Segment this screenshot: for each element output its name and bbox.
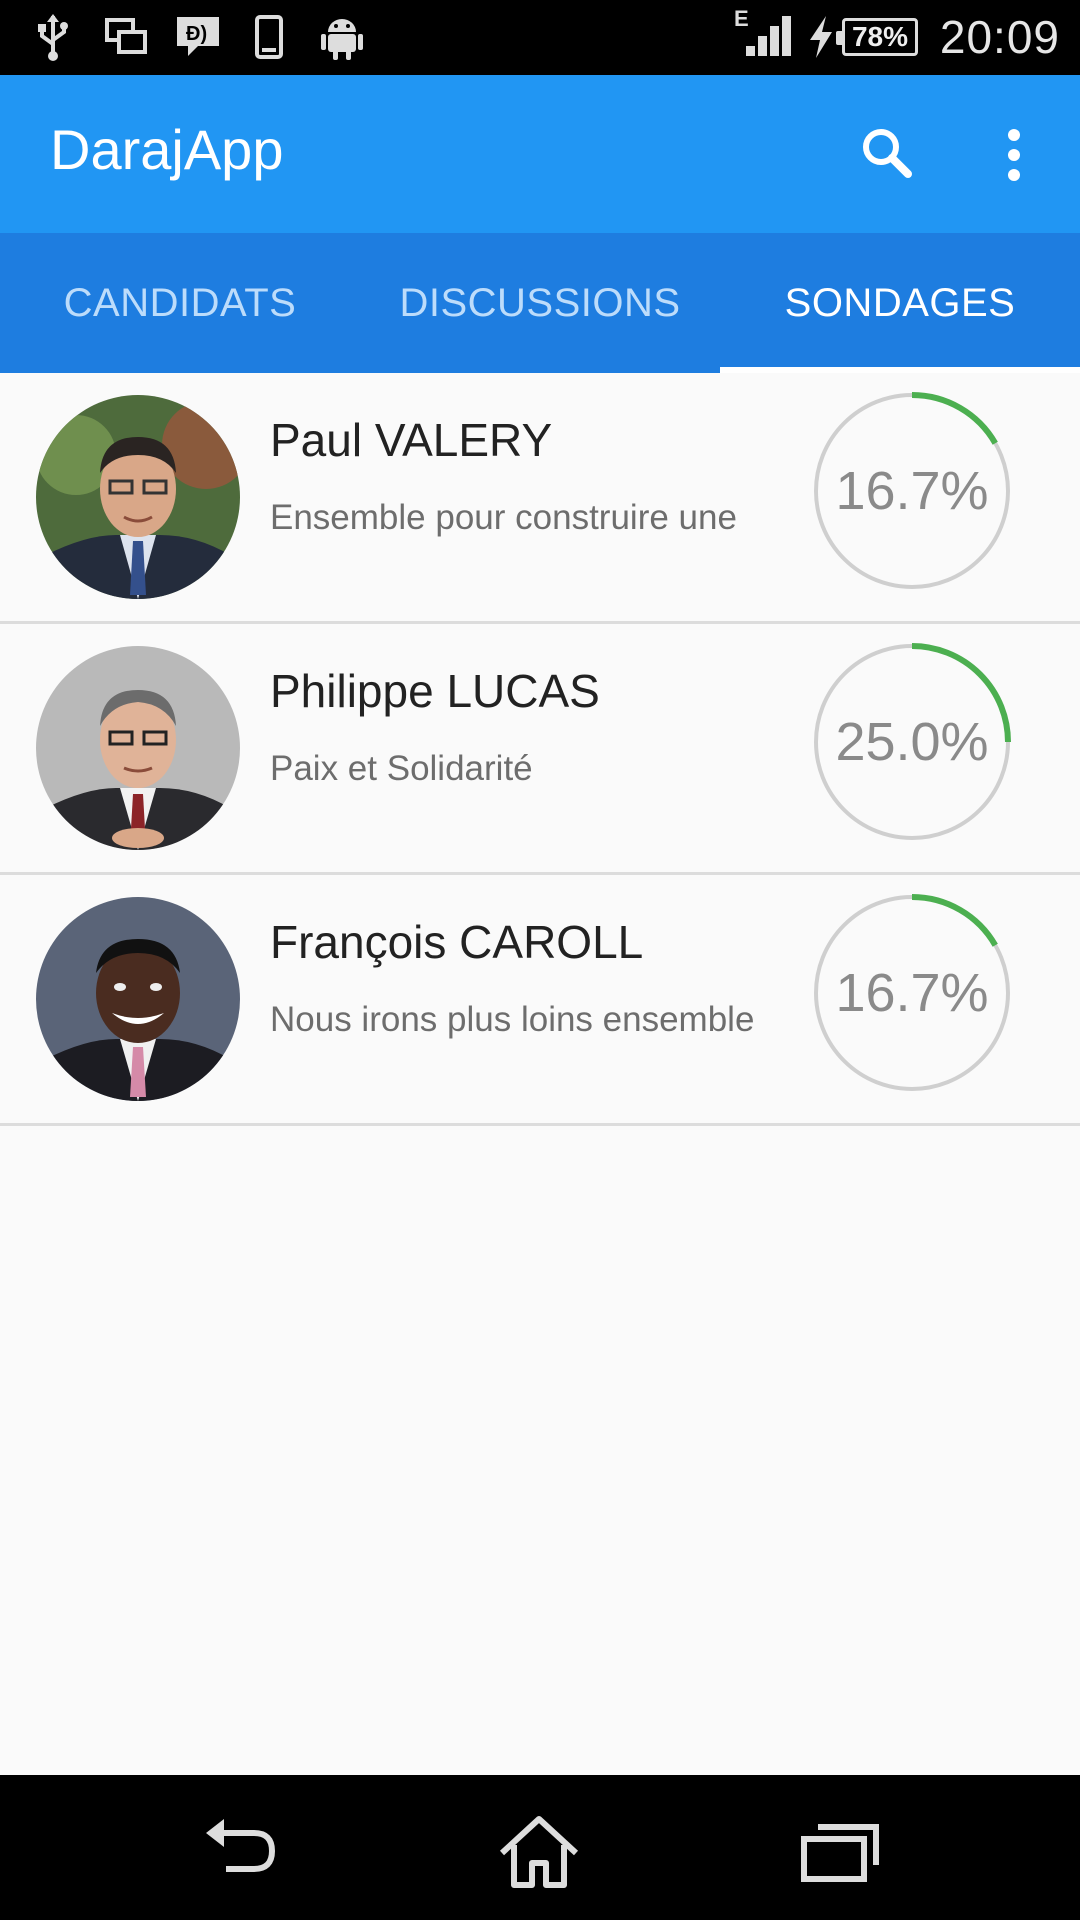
tab-bar: CANDIDATS DISCUSSIONS SONDAGES <box>0 233 1080 373</box>
battery-icon: 78% <box>836 18 918 56</box>
percentage-label: 16.7% <box>835 461 989 521</box>
tab-candidats[interactable]: CANDIDATS <box>0 233 360 373</box>
battery-level: 78% <box>851 21 909 52</box>
status-time: 20:09 <box>939 11 1060 63</box>
app-title: DarajApp <box>50 118 284 181</box>
recent-apps-button[interactable] <box>796 1813 886 1889</box>
overflow-menu-button[interactable] <box>974 115 1054 195</box>
home-button[interactable] <box>494 1813 584 1889</box>
tab-label: CANDIDATS <box>63 280 297 325</box>
candidate-slogan: Ensemble pour construire une <box>270 498 737 537</box>
phone-icon <box>255 15 283 59</box>
search-button[interactable] <box>848 115 928 195</box>
status-bar: Ð) E 78% 20:09 <box>0 0 1080 75</box>
svg-text:Ð): Ð) <box>186 23 207 45</box>
network-type: E <box>734 6 749 31</box>
app-bar: DarajApp <box>0 75 1080 233</box>
home-icon <box>499 1816 579 1888</box>
message-icon: Ð) <box>177 17 219 56</box>
search-icon <box>863 129 912 178</box>
charging-icon <box>810 16 832 58</box>
tab-indicator <box>720 367 1080 373</box>
usb-icon <box>38 14 68 61</box>
candidate-slogan: Paix et Solidarité <box>270 749 533 788</box>
back-button[interactable] <box>196 1813 286 1889</box>
percentage-label: 25.0% <box>835 712 989 772</box>
candidate-name: Paul VALERY <box>270 414 553 466</box>
more-vert-icon <box>1008 129 1020 181</box>
candidate-name: François CAROLL <box>270 916 644 968</box>
candidate-list: Paul VALERY Ensemble pour construire une… <box>0 373 1080 1126</box>
percentage-gauge: 16.7% <box>812 391 1012 591</box>
avatar <box>36 897 240 1101</box>
recent-apps-icon <box>801 1824 879 1882</box>
tab-discussions[interactable]: DISCUSSIONS <box>360 233 720 373</box>
avatar <box>36 395 240 599</box>
percentage-gauge: 16.7% <box>812 893 1012 1093</box>
percentage-gauge: 25.0% <box>812 642 1012 842</box>
tab-label: DISCUSSIONS <box>399 280 681 325</box>
candidate-slogan: Nous irons plus loins ensemble <box>270 1000 755 1039</box>
avatar <box>36 646 240 850</box>
signal-icon <box>746 16 791 56</box>
tab-sondages[interactable]: SONDAGES <box>720 233 1080 373</box>
screen-mirror-icon <box>105 18 147 54</box>
android-icon <box>321 19 363 60</box>
list-item[interactable]: François CAROLL Nous irons plus loins en… <box>0 875 1080 1126</box>
percentage-label: 16.7% <box>835 963 989 1023</box>
navigation-bar <box>0 1775 1080 1920</box>
tab-label: SONDAGES <box>784 280 1016 325</box>
candidate-name: Philippe LUCAS <box>270 665 600 717</box>
list-item[interactable]: Paul VALERY Ensemble pour construire une… <box>0 373 1080 624</box>
list-item[interactable]: Philippe LUCAS Paix et Solidarité 25.0% <box>0 624 1080 875</box>
back-icon <box>206 1819 276 1872</box>
